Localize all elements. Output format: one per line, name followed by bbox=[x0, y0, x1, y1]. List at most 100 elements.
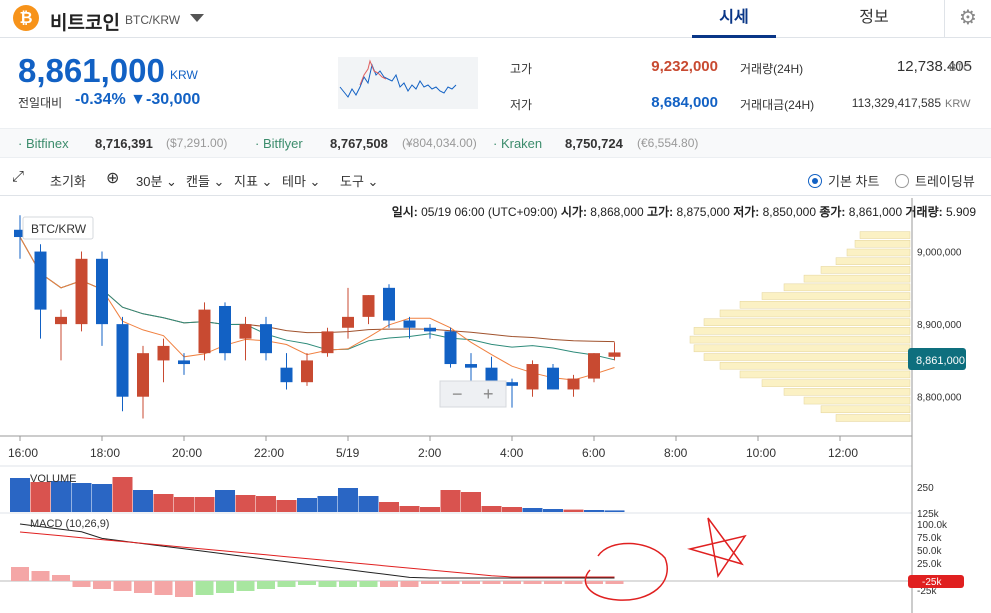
ohlc-close-label: 종가: bbox=[819, 205, 846, 219]
candle-body bbox=[608, 352, 621, 357]
candle-body bbox=[567, 378, 580, 390]
globe-icon[interactable]: ⊕ bbox=[106, 170, 120, 187]
volume-bar bbox=[522, 508, 543, 512]
interval-dropdown[interactable]: 30분 ⌄ bbox=[136, 174, 177, 189]
macd-bar bbox=[216, 581, 234, 593]
ohlc-low-label: 저가: bbox=[733, 205, 760, 219]
bitcoin-icon: ₿ bbox=[13, 5, 39, 31]
candle-body bbox=[34, 251, 47, 310]
exchange-converted: (€6,554.80) bbox=[637, 136, 699, 150]
candle-body bbox=[403, 320, 416, 328]
volume-profile-bar bbox=[761, 379, 911, 387]
macd-current-label: -25k bbox=[922, 577, 942, 588]
candle-body bbox=[465, 364, 477, 368]
volume-profile-bar bbox=[693, 344, 911, 353]
change-label: 전일대비 bbox=[18, 96, 63, 110]
exchange-converted: (¥804,034.00) bbox=[402, 136, 477, 150]
volume-bar bbox=[317, 496, 338, 512]
ohlc-time-label: 일시: bbox=[391, 205, 418, 219]
candle-body bbox=[301, 360, 313, 383]
price-chart[interactable]: 16:00 18:00 20:00 22:00 5/19 2:00 4:00 6:00 8:00… bbox=[0, 198, 991, 613]
macd-bar bbox=[339, 581, 357, 587]
macd-bar bbox=[236, 581, 255, 591]
macd-bar bbox=[585, 581, 603, 584]
exchange-converted: ($7,291.00) bbox=[166, 136, 228, 150]
volume-profile-bar bbox=[761, 292, 911, 300]
volume-profile-bar bbox=[803, 274, 911, 283]
volume-bar bbox=[30, 482, 51, 512]
symbol-tag-bg bbox=[22, 216, 94, 240]
y-axis-label: 9,000,000 bbox=[917, 248, 962, 259]
moving-average-mid bbox=[19, 236, 615, 361]
x-axis-label: 12:00 bbox=[828, 446, 858, 460]
expand-icon[interactable]: ⤢ bbox=[12, 168, 25, 185]
ohlc-high-label: 고가: bbox=[647, 205, 674, 219]
volume-bar bbox=[174, 497, 194, 512]
low-value: 8,684,000 bbox=[651, 94, 718, 111]
tools-dropdown[interactable]: 도구 ⌄ bbox=[340, 174, 379, 189]
volume-profile-bar bbox=[835, 414, 911, 422]
interval-label: 30분 bbox=[136, 174, 163, 189]
macd-bar bbox=[380, 581, 398, 587]
macd-bar bbox=[462, 581, 480, 584]
volume-bar bbox=[481, 506, 502, 512]
candle-dropdown[interactable]: 캔들 ⌄ bbox=[186, 174, 225, 189]
coin-pair: BTC/KRW bbox=[125, 13, 181, 27]
macd-bar bbox=[195, 581, 214, 595]
macd-bar bbox=[11, 567, 29, 581]
current-price-tag-bg bbox=[908, 348, 966, 370]
reset-button[interactable]: 초기화 bbox=[50, 174, 86, 189]
macd-tick: 75.0k bbox=[917, 533, 942, 544]
x-axis-label: 4:00 bbox=[500, 446, 524, 460]
candle-body bbox=[14, 229, 26, 238]
exchange-bar: · Bitfinex 8,716,391 ($7,291.00) · Bitfl… bbox=[0, 128, 991, 158]
volume-profile-bar bbox=[693, 327, 911, 335]
zoom-controls[interactable]: − + bbox=[439, 380, 507, 408]
tab-quote[interactable]: 시세 bbox=[692, 0, 776, 38]
circle-annotation bbox=[584, 542, 668, 601]
volume-bar bbox=[502, 507, 522, 512]
ohlc-high: 8,875,000 bbox=[676, 205, 730, 219]
candle-body bbox=[280, 367, 293, 383]
settings-gear-icon[interactable]: ⚙ bbox=[944, 0, 991, 38]
macd-bar bbox=[441, 581, 460, 584]
star-annotation bbox=[687, 517, 747, 578]
tools-label: 도구 bbox=[340, 174, 364, 189]
macd-bar bbox=[175, 581, 193, 597]
sparkline-bg bbox=[338, 57, 478, 109]
macd-bar bbox=[154, 581, 173, 595]
exchange-price: 8,716,391 bbox=[95, 136, 153, 151]
volume-profile-bar bbox=[719, 361, 911, 370]
coin-select-dropdown-icon[interactable] bbox=[190, 14, 204, 22]
macd-bar bbox=[318, 581, 337, 587]
volume-bar bbox=[235, 495, 256, 512]
ohlc-vol-label: 거래량: bbox=[905, 205, 943, 219]
volume-profile-bar bbox=[703, 353, 911, 361]
theme-label: 테마 bbox=[282, 174, 306, 189]
ohlc-close: 8,861,000 bbox=[848, 205, 903, 219]
macd-bar bbox=[482, 581, 501, 584]
volume-value: 12,738.405 bbox=[896, 58, 972, 75]
macd-tick: 50.0k bbox=[917, 546, 942, 557]
macd-bar bbox=[400, 581, 419, 587]
macd-bar bbox=[503, 581, 521, 584]
exchange-name: · Bitfinex bbox=[18, 136, 69, 151]
volume-bar bbox=[420, 507, 440, 512]
radio-checked-icon bbox=[808, 174, 822, 188]
basic-chart-radio[interactable]: 기본 차트 bbox=[808, 171, 879, 190]
indicator-dropdown[interactable]: 지표 ⌄ bbox=[234, 174, 273, 189]
macd-bar bbox=[113, 581, 132, 591]
volume-unit: BTC bbox=[949, 62, 971, 74]
change-value: -0.34% ▼-30,000 bbox=[75, 91, 200, 109]
tradingview-radio[interactable]: 트레이딩뷰 bbox=[895, 171, 975, 190]
tab-info[interactable]: 정보 bbox=[859, 9, 889, 26]
ohlc-readout: 일시: 05/19 06:00 (UTC+09:00) 시가: 8,868,00… bbox=[0, 203, 976, 220]
theme-dropdown[interactable]: 테마 ⌄ bbox=[282, 174, 321, 189]
volume-bar bbox=[71, 483, 92, 512]
macd-bar bbox=[134, 581, 152, 593]
candle-body bbox=[444, 331, 457, 365]
volume-profile-bar bbox=[835, 257, 911, 265]
macd-bar bbox=[544, 581, 562, 584]
x-axis-label: 16:00 bbox=[8, 446, 38, 460]
ohlc-open-label: 시가: bbox=[560, 205, 587, 219]
